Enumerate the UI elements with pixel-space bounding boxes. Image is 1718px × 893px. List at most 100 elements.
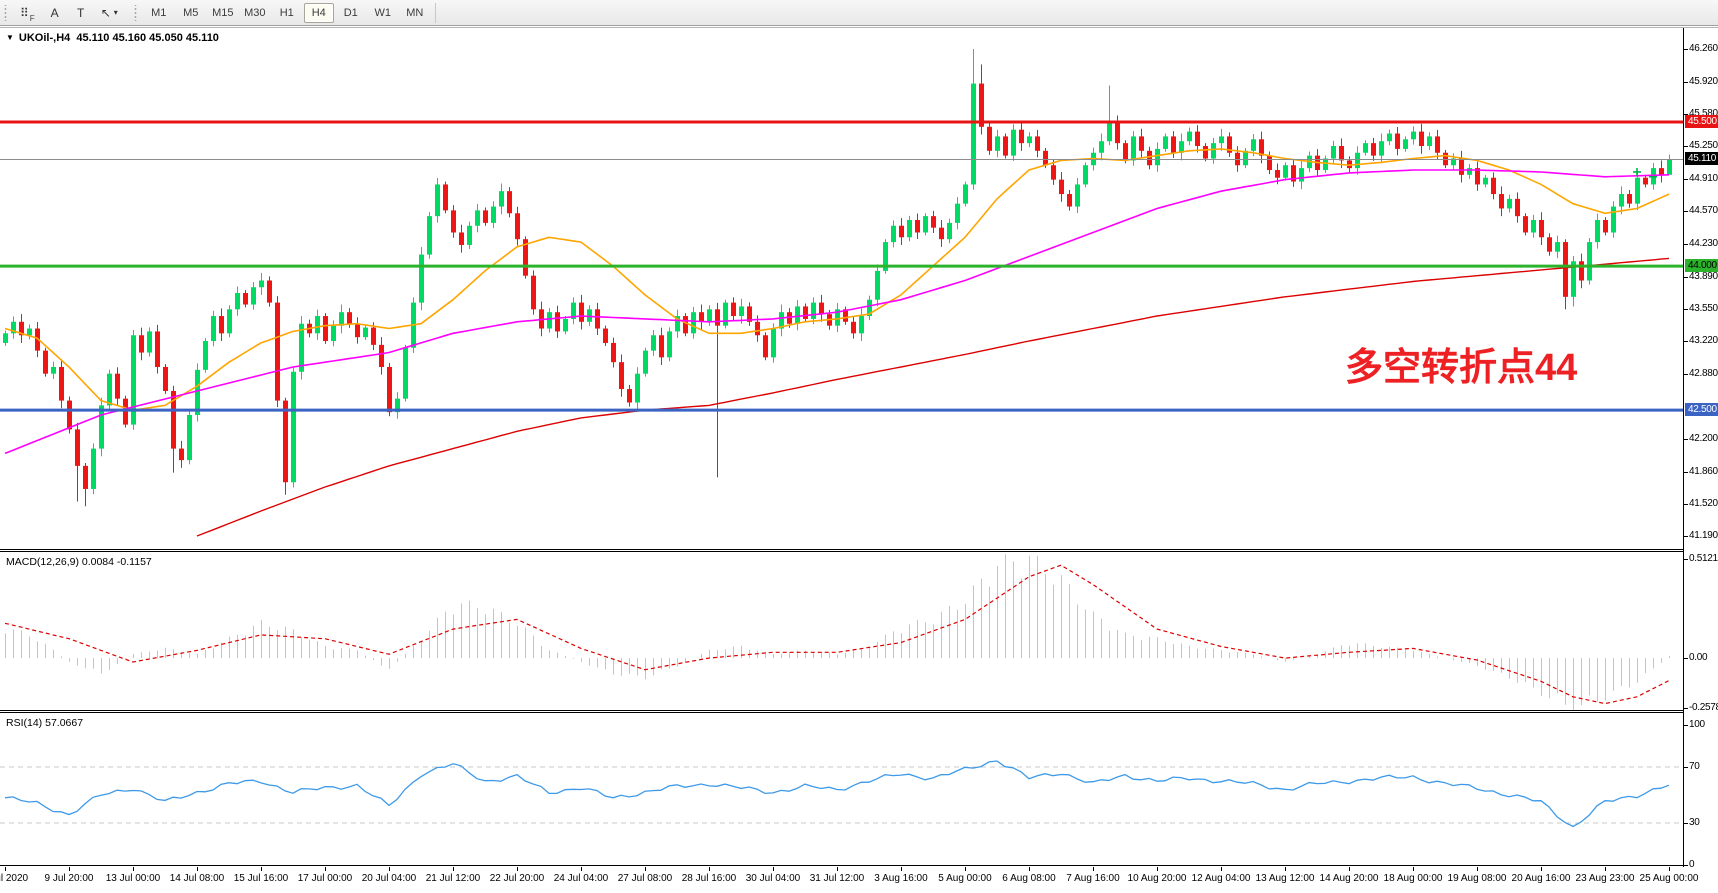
candle: [1107, 122, 1112, 142]
candle: [1507, 198, 1512, 209]
timeframe-h1[interactable]: H1: [279, 6, 294, 19]
candle: [1451, 158, 1456, 166]
candle: [915, 219, 920, 233]
candle: [11, 321, 16, 334]
candle: [227, 309, 232, 334]
timeframe-d1[interactable]: D1: [343, 6, 358, 19]
candle: [1051, 165, 1056, 180]
timeframe-m1[interactable]: M1: [151, 6, 167, 19]
time-axis-label: 23 Aug 23:00: [1575, 873, 1635, 884]
candle: [667, 331, 672, 358]
toolbar-grip[interactable]: [132, 4, 138, 21]
slow-ma-line: [196, 257, 1670, 537]
candle: [883, 242, 888, 271]
candle: [1283, 165, 1288, 178]
time-axis-tick: [645, 867, 646, 871]
candle: [971, 83, 976, 185]
time-axis-tick: [1413, 867, 1414, 871]
candle: [939, 227, 944, 240]
time-axis-tick: [5, 867, 6, 871]
time-axis-label: 20 Aug 16:00: [1511, 873, 1571, 884]
candle: [1403, 139, 1408, 149]
candle: [755, 321, 760, 336]
candle: [99, 405, 104, 449]
candle: [1259, 139, 1264, 156]
axis-tick: [1684, 49, 1688, 50]
axis-tick: [1684, 439, 1688, 440]
axis-tick: [1684, 504, 1688, 506]
candle: [1643, 177, 1648, 185]
price-axis-label: 41.860: [1689, 465, 1718, 477]
candle: [1363, 143, 1368, 153]
candle: [819, 302, 824, 315]
panel-separator[interactable]: [0, 710, 1718, 713]
timeframe-w1[interactable]: W1: [374, 6, 392, 19]
timeframe-m5[interactable]: M5: [183, 6, 199, 19]
candle: [1419, 131, 1424, 147]
fast-ma-line: [4, 148, 1670, 412]
candle: [331, 325, 336, 342]
macd-signal-line: [4, 564, 1670, 705]
timeframe-m15[interactable]: M15: [212, 6, 234, 19]
time-axis-label: 13 Aug 12:00: [1255, 873, 1315, 884]
axis-tick: [1684, 114, 1688, 116]
candle: [267, 280, 272, 303]
axis-tick: [1684, 81, 1688, 83]
candle: [107, 373, 112, 406]
symbol-title[interactable]: ▼ UKOil-,H4 45.110 45.160 45.050 45.110: [6, 32, 219, 44]
time-axis-tick: [325, 867, 326, 871]
candle: [1531, 219, 1536, 233]
candle: [283, 400, 288, 483]
timeframe-m30[interactable]: M30: [244, 6, 266, 19]
candle: [1435, 136, 1440, 153]
label-a-icon[interactable]: A: [50, 5, 59, 20]
candle: [1011, 129, 1016, 156]
candle: [571, 302, 576, 319]
candle: [1371, 143, 1376, 156]
axis-tick: [1684, 178, 1688, 180]
candle: [259, 280, 264, 288]
candle: [675, 316, 680, 332]
candle: [1019, 129, 1024, 144]
price-axis-label: 43.220: [1689, 335, 1718, 347]
candle: [1659, 168, 1664, 175]
candle: [1155, 148, 1160, 166]
candle: [1115, 122, 1120, 144]
candle: [1587, 242, 1592, 281]
candle: [1243, 150, 1248, 166]
candle: [91, 448, 96, 489]
macd-axis-label: -0.2578: [1689, 701, 1718, 713]
draw-objects-icon[interactable]: ↖ ▾: [100, 5, 118, 20]
price-tag-45.500: 45.500: [1685, 115, 1718, 128]
candle: [875, 270, 880, 300]
timeframe-group: M1 M5 M15 M30 H1 H4 D1 W1 MN: [143, 2, 431, 23]
time-axis-label: 3 Aug 16:00: [874, 873, 928, 884]
time-axis-tick: [1541, 867, 1542, 871]
candle: [843, 309, 848, 322]
candle: [147, 331, 152, 353]
candle: [275, 302, 280, 401]
candle: [1131, 136, 1136, 161]
chart-grid-f-icon[interactable]: ⠿ F: [20, 5, 35, 23]
toolbar-grip[interactable]: [3, 4, 8, 21]
panel-separator[interactable]: [0, 549, 1718, 552]
timeframe-h4[interactable]: H4: [303, 2, 334, 23]
candle: [699, 312, 704, 322]
time-axis-tick: [581, 867, 582, 871]
candle: [419, 254, 424, 303]
chart-annotation-text[interactable]: 多空转折点44: [1345, 347, 1578, 389]
rsi-axis-label: 30: [1689, 817, 1700, 828]
candle: [1467, 168, 1472, 175]
candle: [251, 287, 256, 305]
timeframe-mn[interactable]: MN: [406, 6, 424, 19]
text-tool-icon[interactable]: T: [77, 5, 85, 20]
collapse-arrow-icon[interactable]: ▼: [6, 33, 14, 42]
time-axis-tick: [709, 867, 710, 871]
axis-tick: [1684, 707, 1688, 709]
candle: [1195, 131, 1200, 147]
candle: [483, 210, 488, 223]
price-tag-42.500: 42.500: [1685, 403, 1718, 417]
price-tag-44.000: 44.000: [1685, 259, 1718, 273]
candle: [947, 222, 952, 240]
time-axis-tick: [1669, 867, 1670, 871]
